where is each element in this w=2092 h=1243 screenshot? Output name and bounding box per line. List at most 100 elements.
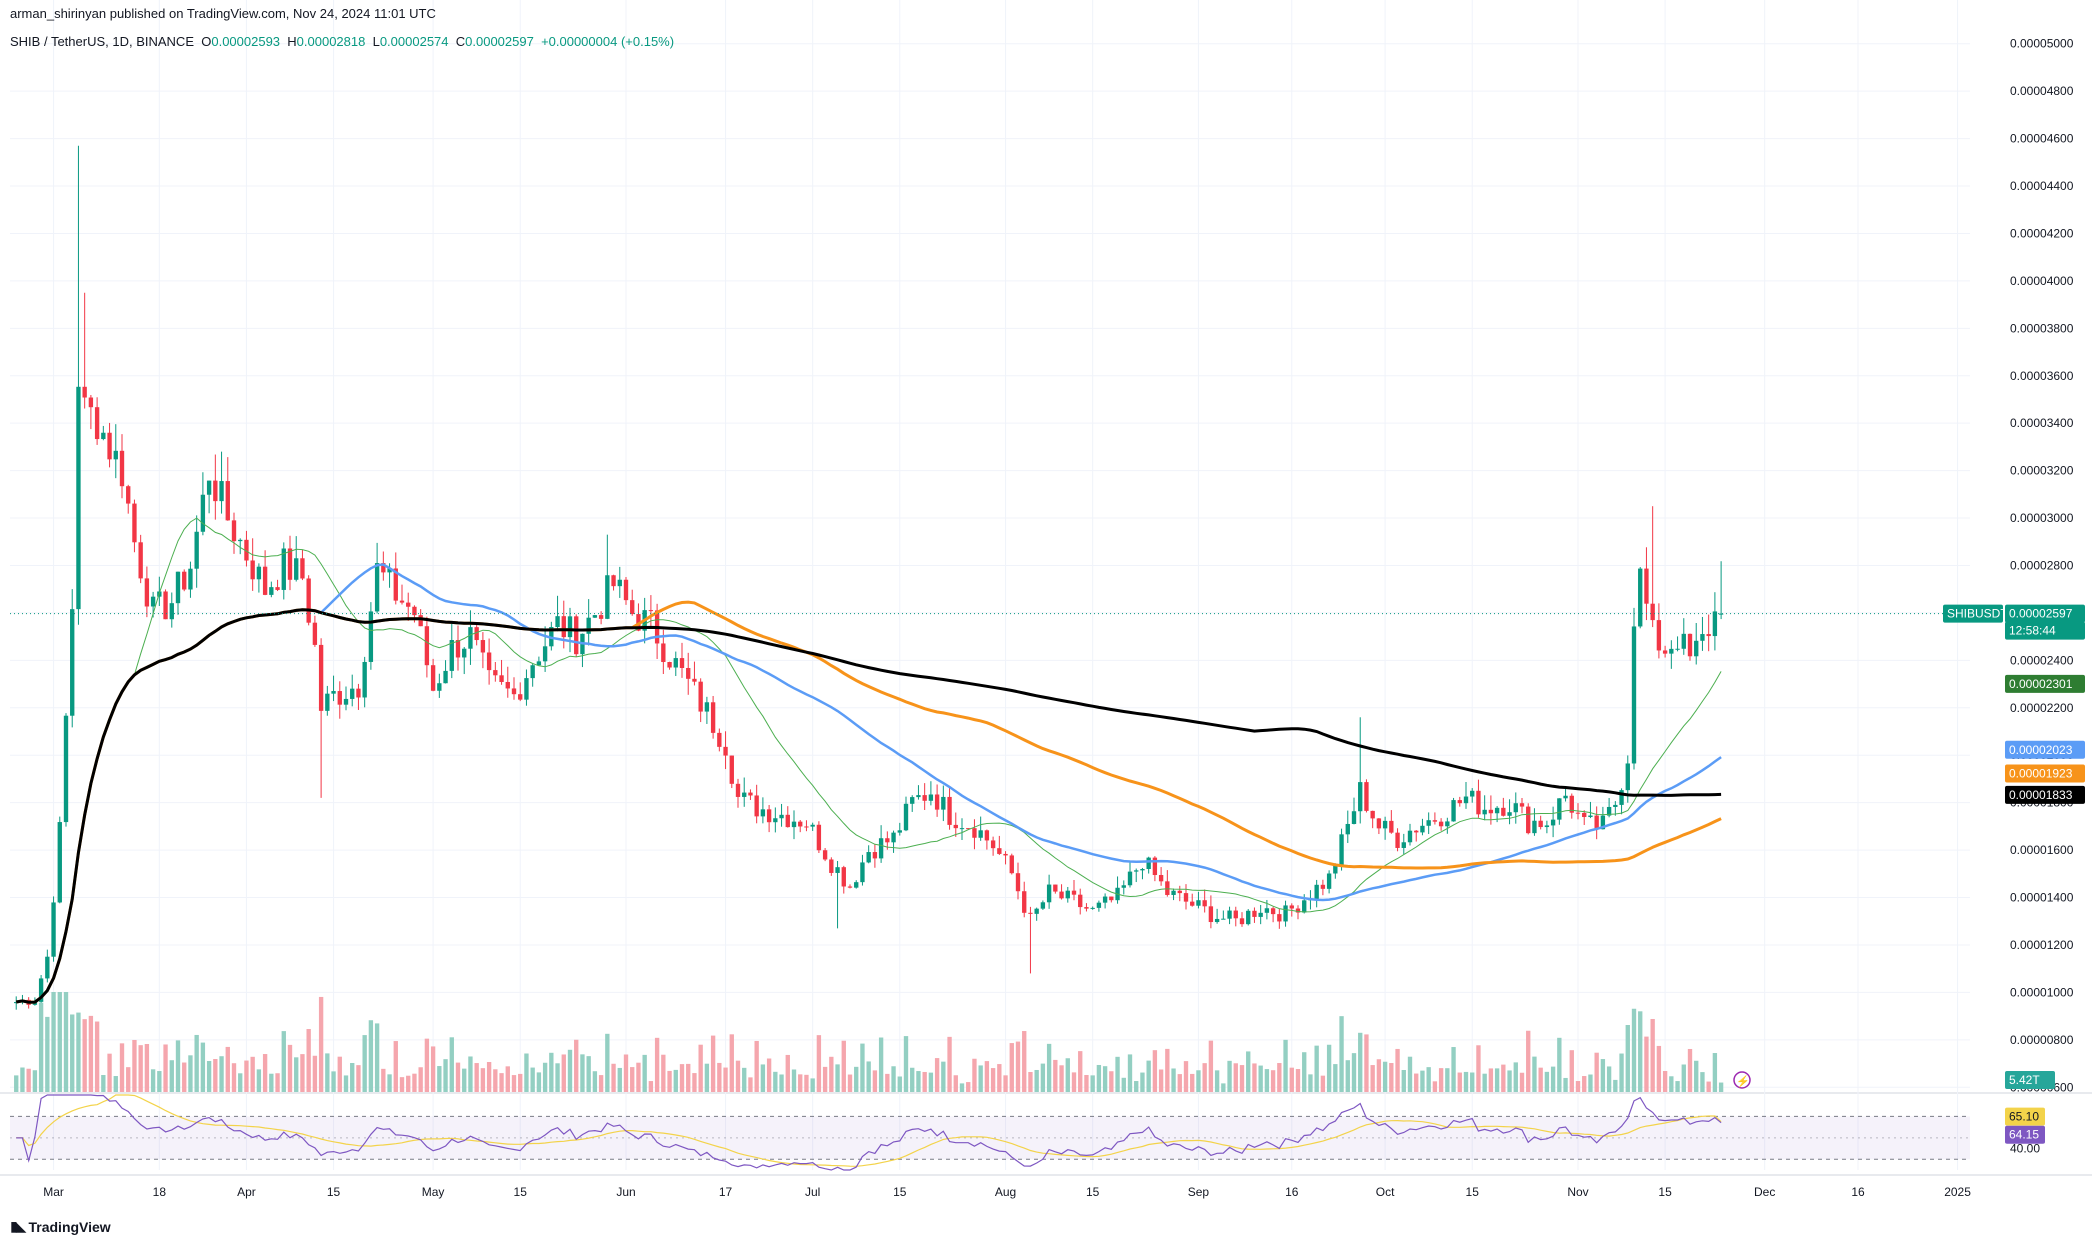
volume-bar [1451,1047,1456,1092]
candle-body [710,702,716,733]
y-tick-label: 0.00000800 [2010,1033,2074,1047]
y-tick-label: 0.00001600 [2010,843,2074,857]
candle-body [1158,875,1164,882]
volume-bar [704,1063,710,1092]
candle-body [63,715,69,823]
volume-bar [1115,1056,1120,1092]
candle-body [82,386,87,398]
volume-bar [1606,1066,1612,1092]
candle-body [275,587,280,590]
candle-body [816,824,822,851]
volume-bar [244,1060,249,1092]
volume-bar [773,1071,778,1092]
volume-bar [667,1070,672,1092]
volume-bar [200,1042,206,1092]
candle-body [1109,896,1114,901]
candle-body [194,531,199,569]
candle-body [1270,908,1276,915]
ma-value-tag-bg [2005,785,2085,804]
candle-body [387,568,392,573]
volume-bar [922,1071,927,1092]
candle-body [57,822,62,903]
candle-body [1289,905,1294,909]
volume-bar [1706,1081,1711,1092]
volume-bar [462,1068,467,1092]
candle-body [1644,568,1649,604]
volume-bar [1053,1059,1058,1092]
volume-bar [94,1021,100,1092]
candle-body [1090,907,1095,909]
candle-body [1519,803,1525,807]
volume-bar [356,1065,361,1092]
symbol-name[interactable]: SHIB / TetherUS, 1D, BINANCE [10,34,194,49]
volume-bar [748,1077,753,1092]
candle-body [1227,910,1232,919]
volume-bar [493,1069,498,1092]
candle-body [1712,611,1718,637]
volume-bar [822,1066,828,1092]
volume-bar [163,1044,168,1092]
volume-bar [686,1063,691,1092]
volume-bar [206,1061,212,1092]
candle-body [350,688,355,699]
volume-bar [368,1020,374,1092]
volume-bar [1619,1053,1624,1092]
volume-bar [1700,1072,1705,1092]
volume-bar [1227,1060,1232,1092]
candle-body [231,520,237,542]
volume-bar [1395,1048,1400,1092]
candle-body [673,658,678,668]
volume-bar [910,1067,915,1092]
tradingview-logo-text: TradingView [28,1218,111,1235]
volume-bar [511,1075,517,1092]
volume-bar [188,1055,193,1092]
x-tick-label: 16 [1851,1185,1865,1199]
volume-bar [1370,1065,1375,1092]
volume-bar [219,1056,224,1092]
x-tick-label: Aug [995,1185,1016,1199]
candle-body [1669,648,1674,654]
candle-body [1476,790,1481,815]
x-tick-label: Jun [616,1185,635,1199]
volume-bar [642,1054,647,1092]
volume-bar [679,1064,685,1092]
close-value: 0.00002597 [465,34,534,49]
candle-body [623,579,629,601]
candle-body [1258,912,1263,917]
candle-body [70,609,75,716]
ma-value-tag-bg [2005,740,2085,759]
candle-body [1084,907,1089,909]
candle-body [878,838,884,859]
volume-bar [978,1065,983,1092]
volume-bar [959,1083,965,1092]
volume-bar [306,1029,311,1092]
volume-bar [1582,1076,1587,1092]
volume-bar [1563,1077,1568,1092]
volume-bar [430,1046,436,1092]
volume-bar [250,1056,255,1092]
volume-bar [885,1073,890,1092]
y-tick-label: 0.00001200 [2010,938,2074,952]
candle-body [1582,812,1587,818]
candle-body [860,862,865,883]
volume-bar [1326,1044,1332,1092]
candle-body [779,814,784,819]
volume-bar [1009,1043,1014,1092]
volume-bar [76,1012,81,1092]
volume-bar [1625,1025,1630,1092]
volume-bar [119,1043,125,1092]
candle-body [555,616,560,628]
x-tick-label: 15 [1658,1185,1672,1199]
tradingview-logo[interactable]: ▮◣ TradingView [10,1218,111,1235]
candle-body [648,610,654,612]
candle-body [854,882,859,888]
candle-body [163,591,168,620]
candle-body [1395,832,1400,848]
candle-body [773,818,778,823]
volume-bar [524,1053,529,1092]
volume-bar [449,1037,454,1092]
y-tick-label: 0.00003400 [2010,416,2074,430]
candle-body [418,615,423,627]
volume-bar [1308,1074,1313,1092]
